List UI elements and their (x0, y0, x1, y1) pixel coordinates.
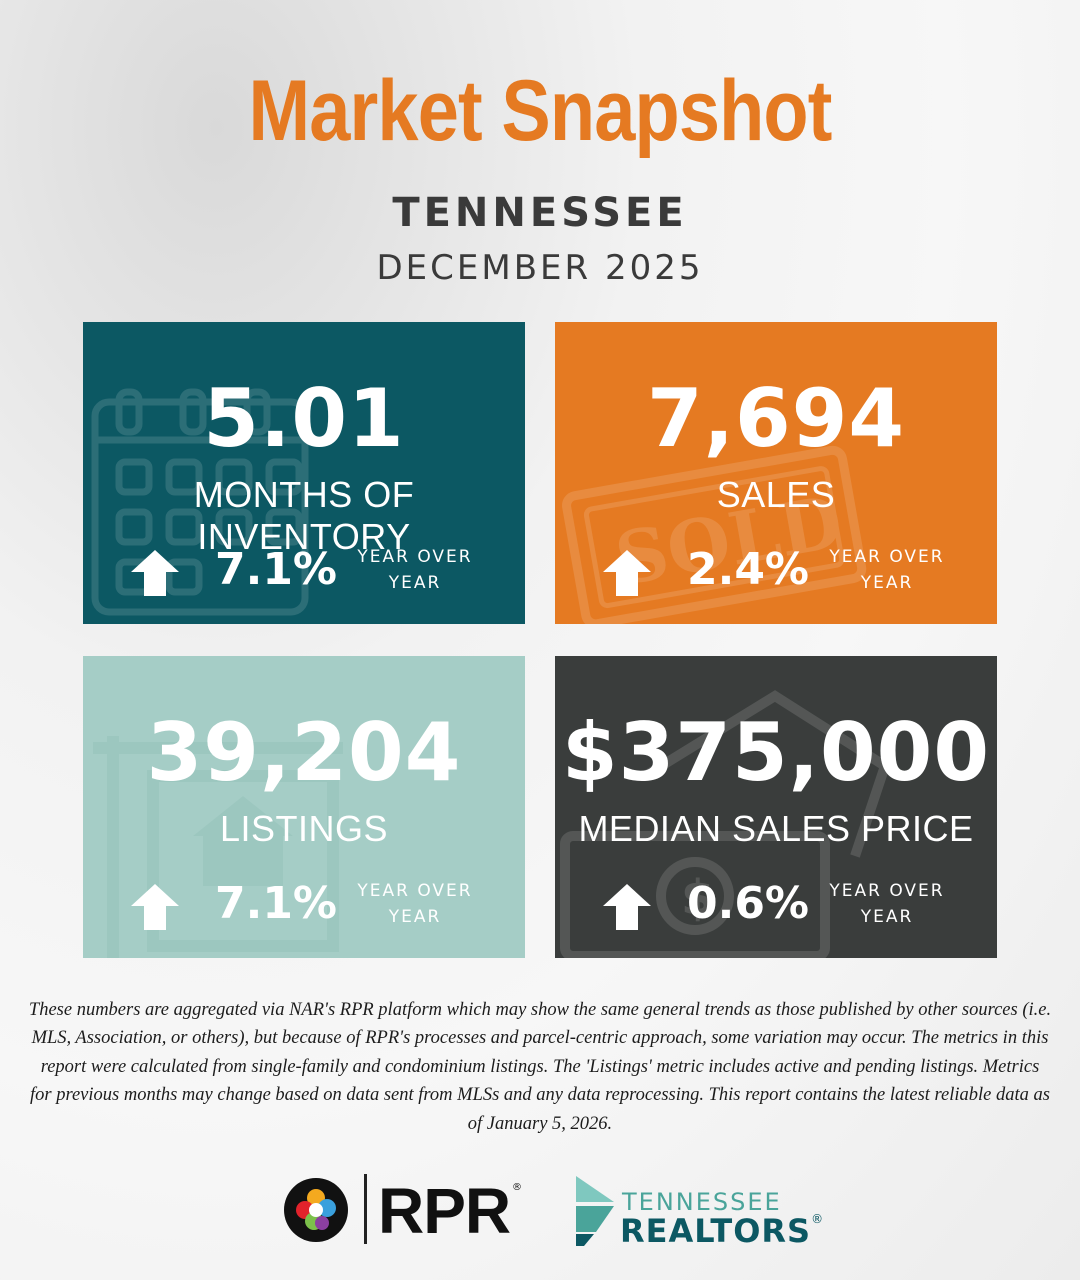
rpr-wordmark: RPR (378, 1175, 511, 1247)
money-house-icon: $ (560, 690, 891, 958)
listings-change: 7.1% (214, 878, 338, 929)
svg-text:$: $ (681, 870, 714, 926)
logo-divider (364, 1174, 367, 1244)
arrow-up-icon (131, 884, 179, 930)
for-sale-sign-icon (93, 736, 343, 958)
sales-value: 7,694 (646, 372, 906, 465)
realtors-text: REALTORS (620, 1212, 812, 1250)
sold-stamp-icon: SOLD (562, 445, 867, 624)
yoy-label: YEAR OVER YEAR (817, 544, 957, 596)
listings-card: 39,204 LISTINGS 7.1% YEAR OVER YEAR (83, 656, 525, 958)
yoy-line2: YEAR (860, 573, 914, 593)
yoy-line2: YEAR (388, 573, 442, 593)
yoy-line1: YEAR OVER (829, 881, 945, 901)
sales-label: SALES (716, 474, 836, 515)
months-of-inventory-change: 7.1% (214, 544, 338, 595)
arrow-up-icon (131, 550, 179, 596)
yoy-label: YEAR OVER YEAR (345, 878, 485, 930)
arrow-up-icon (603, 884, 651, 930)
disclaimer-text: These numbers are aggregated via NAR's R… (28, 1000, 1052, 1134)
arrow-up-icon (603, 550, 651, 596)
listings-label: LISTINGS (219, 808, 389, 849)
listings-value: 39,204 (146, 706, 462, 799)
yoy-line2: YEAR (860, 907, 914, 927)
realtors-wordmark: REALTORS® (620, 1212, 824, 1250)
sales-card: SOLD 7,694 SALES 2.4% YEAR OVER YEAR (555, 322, 997, 624)
footer-logos: RPR ® TENNESSEE REALTORS® (0, 1168, 1080, 1250)
median-sales-price-label: MEDIAN SALES PRICE (578, 808, 974, 849)
tennessee-wordmark: TENNESSEE (622, 1188, 782, 1216)
sales-change: 2.4% (686, 544, 810, 595)
months-of-inventory-value: 5.01 (203, 372, 405, 465)
realtors-registered-mark: ® (811, 1212, 825, 1226)
tennessee-realtors-logo-icon (576, 1176, 614, 1246)
median-sales-price-card: $ $375,000 MEDIAN SALES PRICE 0.6% YEAR … (555, 656, 997, 958)
months-of-inventory-label: MONTHS OF INVENTORY (193, 474, 415, 557)
rpr-logo-icon (284, 1178, 348, 1242)
months-of-inventory-card: 5.01 MONTHS OF INVENTORY 7.1% YEAR OVER … (83, 322, 525, 624)
rpr-registered-mark: ® (512, 1182, 522, 1193)
median-sales-price-change: 0.6% (686, 878, 810, 929)
report-month: DECEMBER 2025 (376, 248, 704, 288)
yoy-line1: YEAR OVER (357, 881, 473, 901)
yoy-label: YEAR OVER YEAR (345, 544, 485, 596)
yoy-line2: YEAR (388, 907, 442, 927)
yoy-line1: YEAR OVER (357, 547, 473, 567)
median-sales-price-value: $375,000 (561, 706, 991, 799)
page-title: Market Snapshot (248, 63, 832, 159)
yoy-label: YEAR OVER YEAR (817, 878, 957, 930)
state-name: TENNESSEE (392, 190, 688, 236)
yoy-line1: YEAR OVER (829, 547, 945, 567)
